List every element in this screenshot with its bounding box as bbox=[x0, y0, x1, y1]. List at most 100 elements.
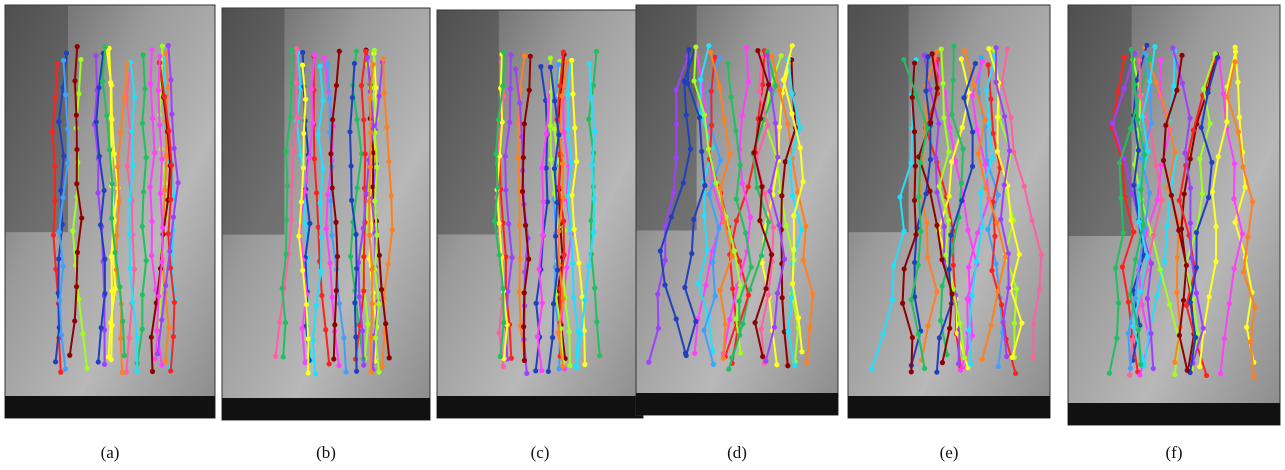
track-point bbox=[383, 321, 388, 326]
track-point bbox=[965, 228, 970, 233]
track-point bbox=[698, 77, 703, 82]
track-point bbox=[1207, 294, 1212, 299]
track-point bbox=[1240, 164, 1245, 169]
track-point bbox=[901, 229, 906, 234]
track-point bbox=[1194, 230, 1199, 235]
track-point bbox=[1122, 86, 1127, 91]
track-point bbox=[737, 333, 742, 338]
track-point bbox=[928, 157, 933, 162]
image-shadow bbox=[222, 398, 430, 420]
track-point bbox=[729, 254, 734, 259]
track-point bbox=[108, 320, 113, 325]
track-point bbox=[705, 247, 710, 252]
track-point bbox=[56, 256, 61, 261]
track-point bbox=[1138, 187, 1143, 192]
track-point bbox=[790, 281, 795, 286]
track-point bbox=[1133, 296, 1138, 301]
panel-label: (e) bbox=[940, 443, 959, 462]
track-point bbox=[993, 261, 998, 266]
track-point bbox=[935, 86, 940, 91]
track-point bbox=[379, 364, 384, 369]
track-point bbox=[524, 371, 529, 376]
track-point bbox=[509, 255, 514, 260]
track-point bbox=[1126, 299, 1131, 304]
track-point bbox=[1194, 265, 1199, 270]
track-point bbox=[782, 257, 787, 262]
track-point bbox=[949, 112, 954, 117]
track-point bbox=[368, 335, 373, 340]
track-point bbox=[757, 89, 762, 94]
track-point bbox=[780, 295, 785, 300]
track-point bbox=[592, 285, 597, 290]
track-point bbox=[773, 121, 778, 126]
track-point bbox=[57, 298, 62, 303]
track-point bbox=[390, 227, 395, 232]
track-point bbox=[970, 93, 975, 98]
track-point bbox=[567, 363, 572, 368]
track-point bbox=[801, 179, 806, 184]
track-point bbox=[995, 115, 1000, 120]
track-point bbox=[51, 232, 56, 237]
track-point bbox=[1010, 355, 1015, 360]
track-point bbox=[171, 334, 176, 339]
track-point bbox=[115, 164, 120, 169]
track-point bbox=[1225, 94, 1230, 99]
track-point bbox=[303, 97, 308, 102]
track-point bbox=[732, 248, 737, 253]
track-point bbox=[327, 96, 332, 101]
track-point bbox=[999, 302, 1004, 307]
track-point bbox=[1177, 198, 1182, 203]
track-point bbox=[1250, 199, 1255, 204]
track-point bbox=[790, 91, 795, 96]
track-point bbox=[1145, 254, 1150, 259]
track-point bbox=[760, 354, 765, 359]
track-point bbox=[757, 218, 762, 223]
track-point bbox=[163, 283, 168, 288]
track-point bbox=[1147, 191, 1152, 196]
track-point bbox=[928, 120, 933, 125]
track-point bbox=[56, 119, 61, 124]
track-point bbox=[337, 49, 342, 54]
panel bbox=[5, 5, 215, 418]
track-point bbox=[1012, 321, 1017, 326]
track-point bbox=[948, 232, 953, 237]
track-point bbox=[357, 294, 362, 299]
track-point bbox=[63, 366, 68, 371]
track-point bbox=[368, 164, 373, 169]
track-point bbox=[1185, 368, 1190, 373]
track-point bbox=[706, 43, 711, 48]
track-point bbox=[301, 131, 306, 136]
track-point bbox=[386, 262, 391, 267]
track-point bbox=[1188, 186, 1193, 191]
track-point bbox=[1017, 252, 1022, 257]
track-point bbox=[949, 159, 954, 164]
track-point bbox=[1115, 89, 1120, 94]
track-point bbox=[548, 157, 553, 162]
track-point bbox=[148, 82, 153, 87]
track-point bbox=[150, 116, 155, 121]
track-point bbox=[102, 257, 107, 262]
track-point bbox=[693, 44, 698, 49]
track-point bbox=[933, 155, 938, 160]
track-point bbox=[501, 320, 506, 325]
track-point bbox=[783, 159, 788, 164]
track-point bbox=[1232, 59, 1237, 64]
track-point bbox=[283, 320, 288, 325]
track-point bbox=[354, 117, 359, 122]
track-point bbox=[773, 83, 778, 88]
track-point bbox=[1232, 161, 1237, 166]
track-point bbox=[80, 331, 85, 336]
track-point bbox=[148, 184, 153, 189]
track-point bbox=[53, 95, 58, 100]
track-point bbox=[691, 78, 696, 83]
track-point bbox=[570, 261, 575, 266]
track-point bbox=[1149, 121, 1154, 126]
track-point bbox=[1149, 261, 1154, 266]
track-point bbox=[708, 50, 713, 55]
track-point bbox=[289, 217, 294, 222]
track-point bbox=[733, 129, 738, 134]
track-point bbox=[536, 267, 541, 272]
track-point bbox=[1172, 372, 1177, 377]
track-point bbox=[957, 321, 962, 326]
track-point bbox=[503, 154, 508, 159]
